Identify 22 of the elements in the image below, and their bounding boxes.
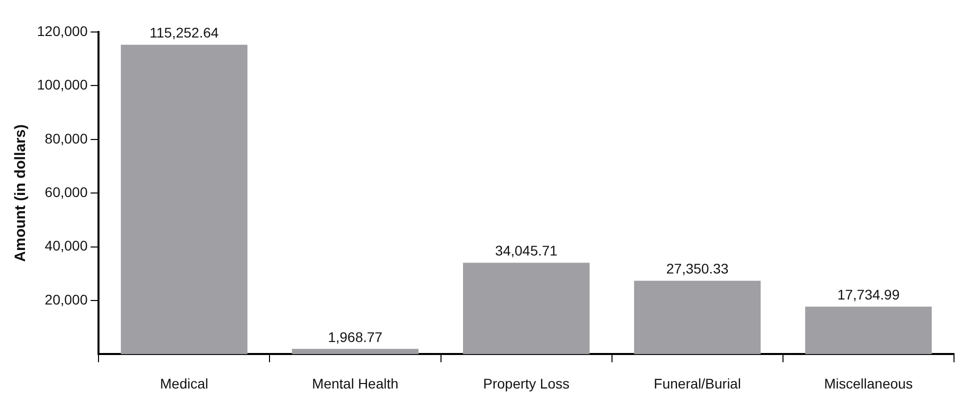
- x-tick-label: Medical: [160, 375, 208, 392]
- data-label: 1,968.77: [328, 328, 383, 345]
- y-tick-label: 20,000: [44, 291, 88, 308]
- x-tick-label: Funeral/Burial: [654, 375, 741, 392]
- y-tick-label: 100,000: [36, 76, 88, 93]
- bar: [805, 306, 932, 354]
- y-tick-label: 120,000: [36, 22, 88, 39]
- data-label: 115,252.64: [150, 24, 219, 41]
- x-tick-label: Mental Health: [312, 375, 398, 392]
- data-label: 17,734.99: [837, 286, 900, 302]
- bar: [120, 44, 248, 354]
- x-tick-label: Miscellaneous: [824, 375, 913, 392]
- bar: [292, 348, 419, 354]
- bar: [634, 280, 761, 354]
- data-label: 34,045.71: [495, 242, 558, 259]
- bar: [463, 262, 590, 354]
- y-tick-label: 40,000: [44, 238, 88, 254]
- y-tick-label: 80,000: [44, 130, 88, 146]
- y-tick-label: 60,000: [44, 184, 88, 200]
- x-tick-label: Property Loss: [483, 375, 570, 392]
- data-label: 27,350.33: [666, 260, 729, 277]
- y-axis-title: Amount (in dollars): [12, 124, 30, 262]
